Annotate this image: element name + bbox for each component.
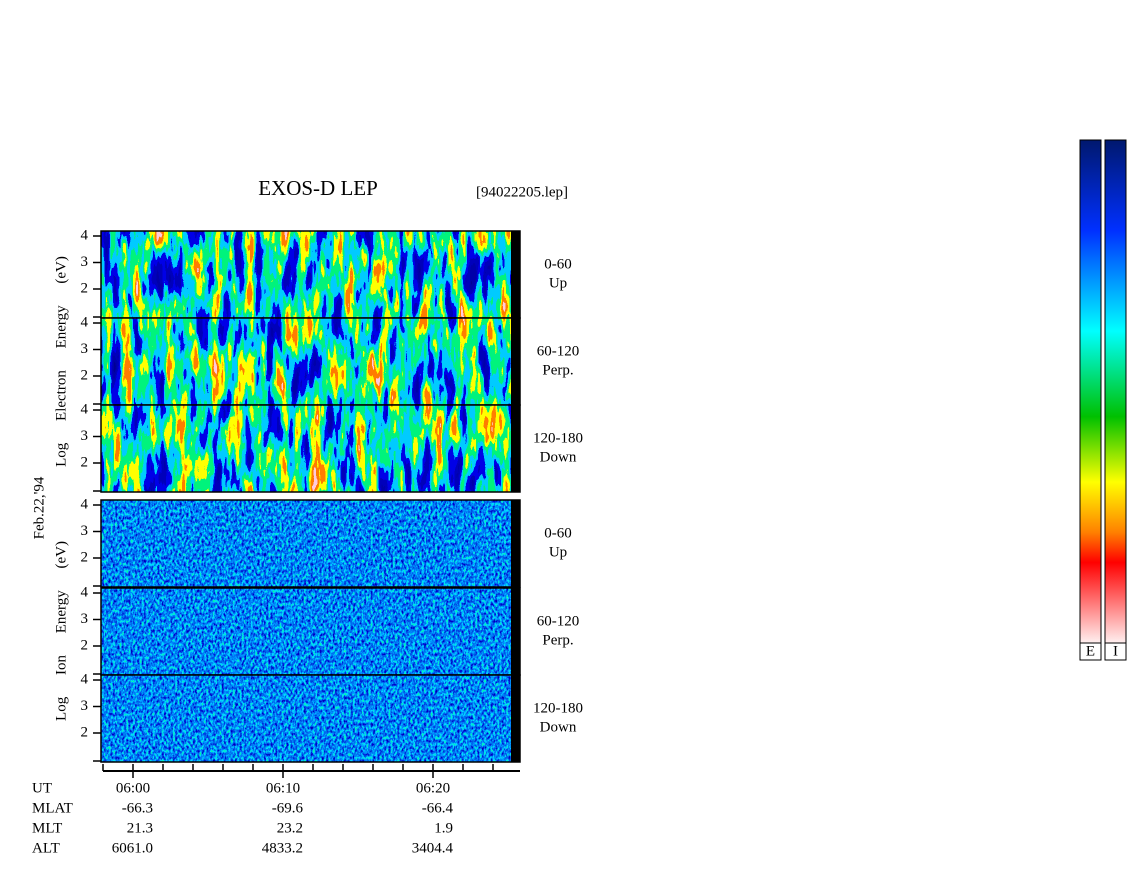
- time-axis: UT 06:00 06:10 06:20 MLAT -66.3 -69.6 -66.4 MLT 2…: [32, 764, 520, 856]
- y-tick-label: 4: [81, 314, 89, 330]
- channel-label: 60-120: [537, 343, 580, 359]
- y-tick-label: 3: [81, 611, 89, 627]
- row-value: 1.9: [434, 820, 453, 836]
- y-axis-label: Log Ion Energy (eV): [53, 541, 69, 721]
- colorbar: [1104, 139, 1127, 644]
- row-value: 06:20: [416, 780, 450, 796]
- row-value: 6061.0: [112, 840, 153, 856]
- row-value: -69.6: [272, 800, 304, 816]
- row-value: 4833.2: [262, 840, 303, 856]
- row-value: 06:00: [116, 780, 150, 796]
- direction-label: Up: [549, 275, 567, 291]
- y-tick-label: 2: [81, 280, 89, 296]
- spectrogram: [101, 405, 520, 492]
- y-axis-label: Log Electron Energy (eV): [53, 256, 69, 467]
- y-tick-label: 2: [81, 367, 89, 383]
- no-data: [511, 588, 520, 675]
- file-name: [94022205.lep]: [476, 184, 568, 200]
- y-tick-label: 4: [81, 227, 89, 243]
- colorbar-label: I: [1113, 643, 1118, 659]
- panel-frame: [100, 499, 521, 588]
- direction-label: Perp.: [542, 632, 573, 648]
- date: Feb.22,'94: [31, 476, 47, 539]
- y-tick-label: 2: [81, 724, 89, 740]
- row-value: -66.4: [422, 800, 454, 816]
- spectrogram: [101, 588, 520, 675]
- y-tick-label: 2: [81, 637, 89, 653]
- row-name: UT: [32, 780, 52, 796]
- colorbar-label: E: [1086, 643, 1095, 659]
- row-value: -66.3: [122, 800, 153, 816]
- y-tick-label: 4: [81, 584, 89, 600]
- colorbar-label-box: [1079, 642, 1102, 661]
- spectrogram: [101, 675, 520, 762]
- spectrogram: [101, 500, 520, 587]
- y-tick-label: 4: [81, 496, 89, 512]
- direction-label: Down: [540, 449, 577, 465]
- panel-frame: [100, 674, 521, 763]
- direction-label: Down: [540, 719, 577, 735]
- colorbar: [1079, 139, 1102, 644]
- colorbar-label-box: [1104, 642, 1127, 661]
- y-tick-label: 3: [81, 523, 89, 539]
- title: EXOS-D LEP: [258, 176, 378, 200]
- y-tick-label: 3: [81, 341, 89, 357]
- row-value: 3404.4: [412, 840, 454, 856]
- panel-frame: [100, 404, 521, 493]
- no-data: [511, 318, 520, 405]
- channel-label: 0-60: [544, 256, 572, 272]
- row-name: MLAT: [32, 800, 73, 816]
- no-data: [511, 405, 520, 492]
- row-value: 23.2: [277, 820, 303, 836]
- spectrogram: [101, 318, 520, 405]
- y-tick-label: 2: [81, 454, 89, 470]
- spectrogram: [101, 231, 520, 318]
- direction-label: Up: [549, 544, 567, 560]
- y-tick-label: 4: [81, 401, 89, 417]
- y-tick-label: 4: [81, 671, 89, 687]
- row-name: MLT: [32, 820, 62, 836]
- y-tick-label: 3: [81, 428, 89, 444]
- y-tick-label: 2: [81, 549, 89, 565]
- channel-label: 0-60: [544, 525, 572, 541]
- row-value: 21.3: [127, 820, 153, 836]
- channel-label: 60-120: [537, 613, 580, 629]
- no-data: [511, 500, 520, 587]
- no-data: [511, 231, 520, 318]
- no-data: [511, 675, 520, 762]
- row-name: ALT: [32, 840, 60, 856]
- row-value: 06:10: [266, 780, 300, 796]
- channel-label: 120-180: [533, 430, 583, 446]
- y-tick-label: 3: [81, 254, 89, 270]
- direction-label: Perp.: [542, 362, 573, 378]
- y-tick-label: 3: [81, 698, 89, 714]
- channel-label: 120-180: [533, 700, 583, 716]
- spectrograms: 4 3 2 0-60 Up 4 3 2 60-120 Perp. 4 3 2 120-180 Down Log…: [53, 227, 583, 763]
